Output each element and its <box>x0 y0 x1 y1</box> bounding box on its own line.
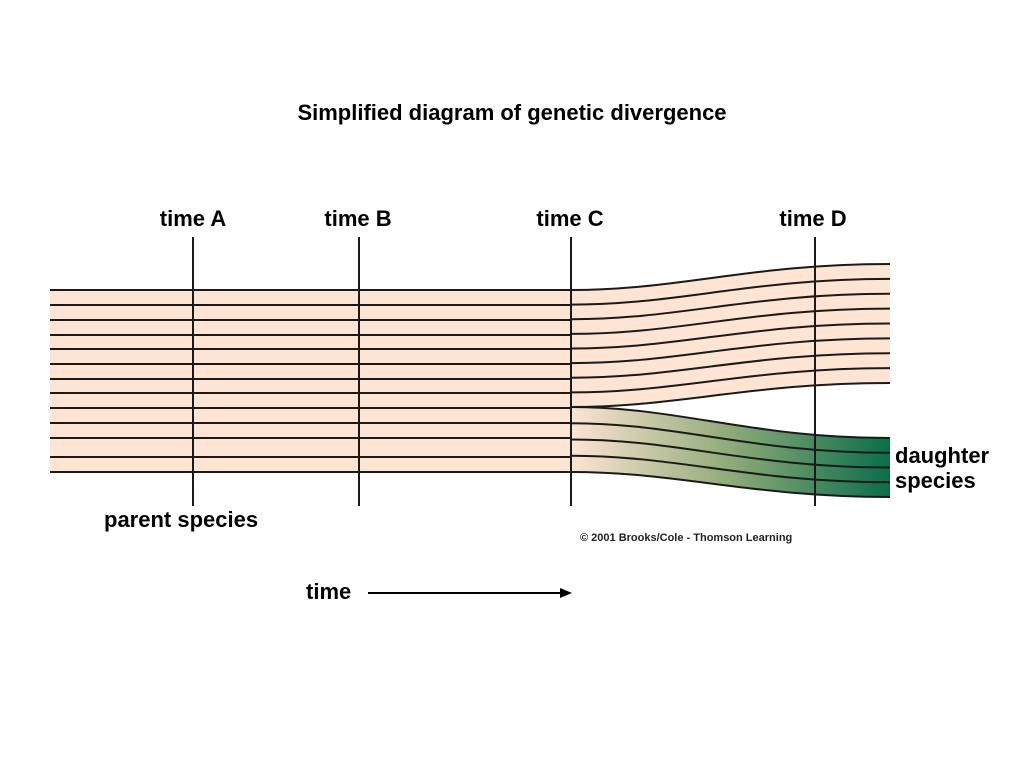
parent-species-band <box>50 290 571 472</box>
daughter-species-label-line2: species <box>895 468 976 493</box>
upper-gene-line <box>570 292 891 321</box>
upper-gene-line <box>570 307 891 335</box>
diagram-title: Simplified diagram of genetic divergence <box>297 100 726 125</box>
time-d-label: time D <box>779 206 846 231</box>
parent-gene-lines <box>50 289 571 473</box>
lower-branch-gene-lines <box>570 406 891 498</box>
copyright-notice: © 2001 Brooks/Cole - Thomson Learning <box>580 532 792 544</box>
time-c-label: time C <box>536 206 603 231</box>
parent-species-label: parent species <box>104 507 258 532</box>
upper-gene-line <box>570 277 891 306</box>
time-arrow-head <box>560 588 572 598</box>
time-b-label: time B <box>324 206 391 231</box>
lower-gene-line <box>570 454 891 484</box>
upper-gene-line <box>570 337 891 365</box>
lower-gene-line <box>570 438 891 469</box>
upper-gene-line <box>570 263 891 291</box>
upper-gene-line <box>570 352 891 379</box>
upper-branch-gene-lines <box>570 263 891 408</box>
lower-gene-line <box>570 406 891 439</box>
upper-gene-line <box>570 382 891 408</box>
daughter-species-band <box>571 407 890 497</box>
lower-gene-line <box>570 422 891 454</box>
daughter-species-label-line1: daughter <box>895 443 990 468</box>
lower-gene-line <box>570 471 891 498</box>
time-axis-label: time <box>306 579 351 604</box>
upper-gene-line <box>570 322 891 350</box>
upper-gene-line <box>570 367 891 394</box>
time-a-label: time A <box>160 206 227 231</box>
